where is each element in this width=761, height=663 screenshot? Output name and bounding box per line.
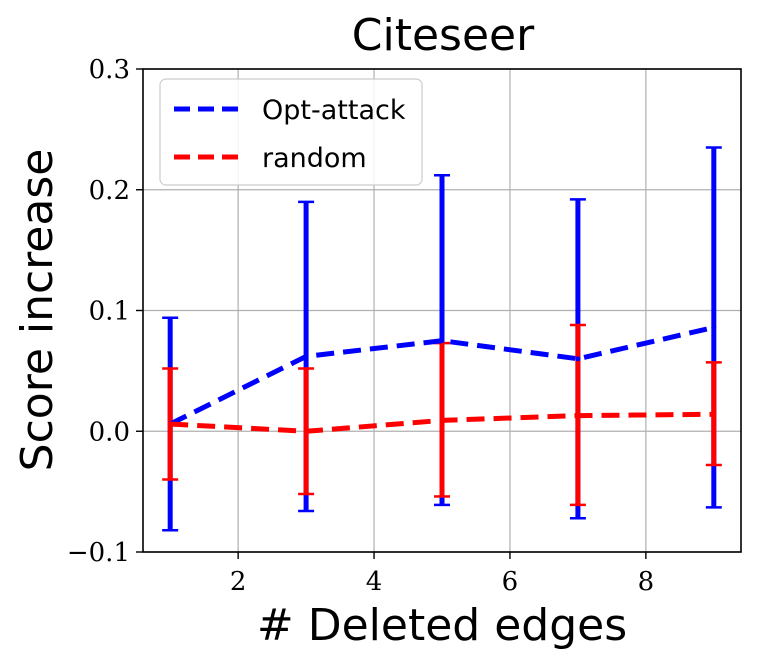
x-tick-label: 6 <box>502 567 519 597</box>
data-point-random <box>439 417 445 423</box>
y-tick-label: 0.0 <box>89 417 130 447</box>
x-tick-label: 4 <box>366 567 383 597</box>
data-point-random <box>167 421 173 427</box>
data-point-opt-attack <box>575 356 581 362</box>
series-line-opt-attack <box>169 324 715 427</box>
y-tick-label: −0.1 <box>67 538 130 568</box>
x-tick-label: 2 <box>230 567 247 597</box>
legend-label-opt-attack: Opt-attack <box>262 95 406 126</box>
data-point-random <box>711 411 717 417</box>
data-point-opt-attack <box>711 324 717 330</box>
axis-ticks: 2 4 6 8 −0.1 0.0 0.1 0.2 0.3 <box>67 55 654 597</box>
y-tick-label: 0.2 <box>89 176 130 206</box>
data-point-random <box>575 413 581 419</box>
series-lines <box>167 324 717 434</box>
legend-label-random: random <box>262 143 367 174</box>
chart-title: Citeseer <box>352 10 535 61</box>
y-tick-label: 0.3 <box>89 55 130 85</box>
y-axis-label: Score increase <box>12 149 63 472</box>
data-point-opt-attack <box>439 338 445 344</box>
y-tick-label: 0.1 <box>89 297 130 327</box>
x-axis-label: # Deleted edges <box>257 600 627 651</box>
data-point-random <box>303 428 309 434</box>
data-point-opt-attack <box>303 353 309 359</box>
legend: Opt-attack random <box>159 78 423 186</box>
x-tick-label: 8 <box>638 567 655 597</box>
